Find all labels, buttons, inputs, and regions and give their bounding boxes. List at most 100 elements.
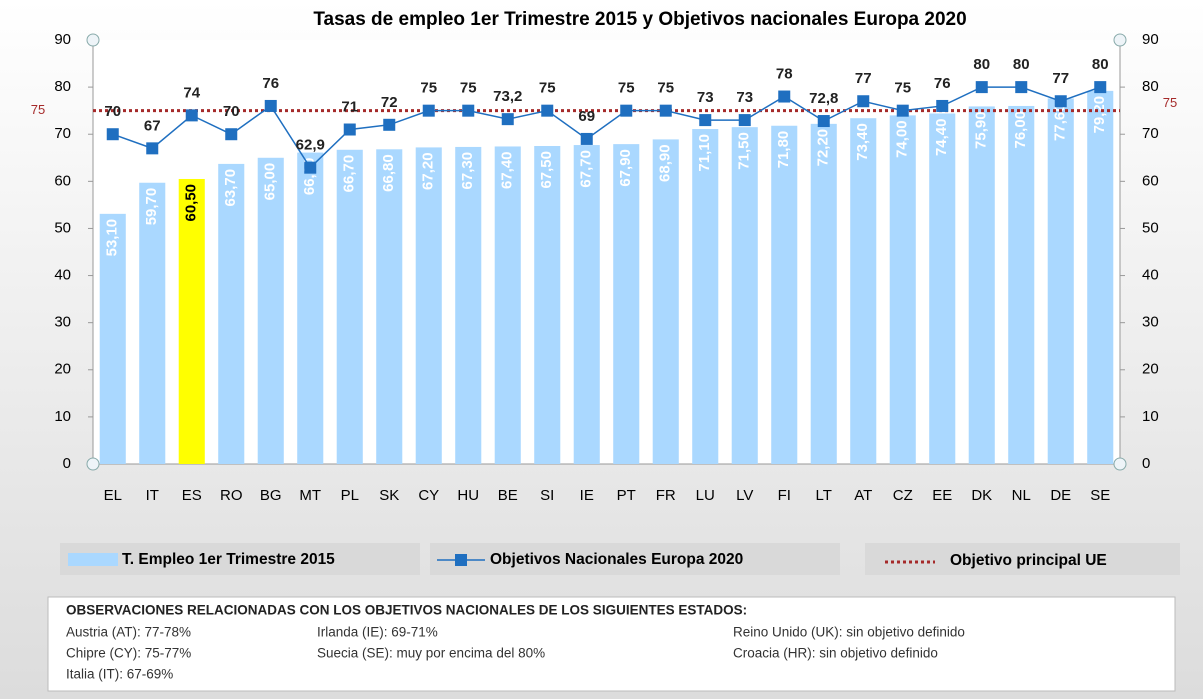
x-tick-label: FI xyxy=(778,487,791,504)
line-marker xyxy=(106,128,119,141)
line-label: 73 xyxy=(697,89,714,106)
x-tick-label: HU xyxy=(457,487,479,504)
x-tick-label: BE xyxy=(498,487,518,504)
line-label: 75 xyxy=(894,80,911,97)
bar xyxy=(376,149,403,464)
line-label: 80 xyxy=(1092,56,1109,73)
note-item: Italia (IT): 67-69% xyxy=(66,667,173,682)
line-marker xyxy=(817,115,830,128)
x-tick-label: DK xyxy=(971,487,992,504)
y-tick-label: 50 xyxy=(54,219,71,236)
bar xyxy=(336,149,363,464)
x-tick-label: PL xyxy=(341,487,359,504)
bar xyxy=(810,123,837,464)
line-label: 73,2 xyxy=(493,88,522,105)
x-tick-label: CZ xyxy=(893,487,913,504)
line-marker xyxy=(620,104,633,117)
legend-bg xyxy=(865,543,1180,575)
notes-heading: OBSERVACIONES RELACIONADAS CON LOS OBJET… xyxy=(66,603,747,618)
bar-label: 75,90 xyxy=(973,111,990,149)
line-label: 75 xyxy=(539,80,556,97)
x-tick-label: SK xyxy=(379,487,399,504)
bar-label: 59,70 xyxy=(143,188,160,226)
bar-label: 67,90 xyxy=(617,149,634,187)
bar xyxy=(257,157,284,464)
line-marker xyxy=(580,132,593,145)
line-marker xyxy=(936,99,949,112)
line-label: 75 xyxy=(460,80,477,97)
line-marker xyxy=(857,95,870,108)
line-marker xyxy=(462,104,475,117)
line-marker xyxy=(738,114,751,127)
line-label: 77 xyxy=(855,70,872,87)
line-marker xyxy=(501,113,514,126)
bar xyxy=(534,146,561,464)
legend-bg xyxy=(430,543,840,575)
line-marker xyxy=(225,128,238,141)
bar-label: 76,00 xyxy=(1012,111,1029,149)
line-marker xyxy=(896,104,909,117)
bar xyxy=(771,125,798,465)
line-marker xyxy=(699,114,712,127)
x-tick-label: LU xyxy=(696,487,715,504)
legend-swatch xyxy=(455,554,467,566)
x-tick-label: EL xyxy=(104,487,122,504)
y2-tick-label: 60 xyxy=(1142,172,1159,189)
x-tick-label: IE xyxy=(580,487,594,504)
bar-label: 73,40 xyxy=(854,123,871,161)
y2-tick-label: 0 xyxy=(1142,455,1150,472)
line-label: 70 xyxy=(104,103,121,120)
handle xyxy=(86,457,100,471)
y-tick-label: 40 xyxy=(54,267,71,284)
line-label: 71 xyxy=(341,98,358,115)
bar-label: 77,60 xyxy=(1052,103,1069,141)
bar xyxy=(652,139,679,464)
bar xyxy=(889,115,916,464)
note-item: Croacia (HR): sin objetivo definido xyxy=(733,646,938,661)
bar-label: 65,00 xyxy=(262,163,279,201)
y2-tick-label: 70 xyxy=(1142,125,1159,142)
line-label: 75 xyxy=(618,80,635,97)
line-label: 78 xyxy=(776,66,793,83)
line-marker xyxy=(1015,81,1028,94)
bar-label: 79,20 xyxy=(1091,96,1108,134)
line-label: 69 xyxy=(578,108,595,125)
bar-label: 66,70 xyxy=(341,155,358,193)
note-item: Irlanda (IE): 69-71% xyxy=(317,625,438,640)
legend-label: Objetivo principal UE xyxy=(950,552,1107,569)
bar xyxy=(415,147,442,464)
line-marker xyxy=(146,142,159,155)
y-tick-label: 90 xyxy=(54,31,71,48)
line-marker xyxy=(304,161,317,174)
line-label: 76 xyxy=(934,75,951,92)
line-label: 75 xyxy=(657,80,674,97)
y2-tick-label: 50 xyxy=(1142,219,1159,236)
line-label: 77 xyxy=(1052,70,1069,87)
series-line xyxy=(112,86,1101,169)
y-tick-label: 70 xyxy=(54,125,71,142)
bar-label: 74,00 xyxy=(894,120,911,158)
x-tick-label: LV xyxy=(736,487,753,504)
y2-tick-label: 10 xyxy=(1142,408,1159,425)
line-label: 80 xyxy=(1013,56,1030,73)
x-tick-label: SI xyxy=(540,487,554,504)
y-tick-label: 80 xyxy=(54,78,71,95)
y-tick-label: 30 xyxy=(54,314,71,331)
line-label: 74 xyxy=(183,84,200,101)
line-marker xyxy=(422,104,435,117)
handle xyxy=(1113,457,1127,471)
bar xyxy=(692,129,719,465)
line-label: 72,8 xyxy=(809,90,838,107)
bar xyxy=(99,213,126,464)
x-tick-label: LT xyxy=(816,487,832,504)
bar xyxy=(929,113,956,464)
bar xyxy=(613,144,640,465)
x-tick-label: BG xyxy=(260,487,282,504)
note-item: Reino Unido (UK): sin objetivo definido xyxy=(733,625,965,640)
bar xyxy=(297,152,324,464)
note-item: Austria (AT): 77-78% xyxy=(66,625,191,640)
bar-label: 74,40 xyxy=(933,118,950,156)
bar-label: 67,50 xyxy=(538,151,555,189)
y-tick-label: 60 xyxy=(54,172,71,189)
handle xyxy=(86,33,100,47)
